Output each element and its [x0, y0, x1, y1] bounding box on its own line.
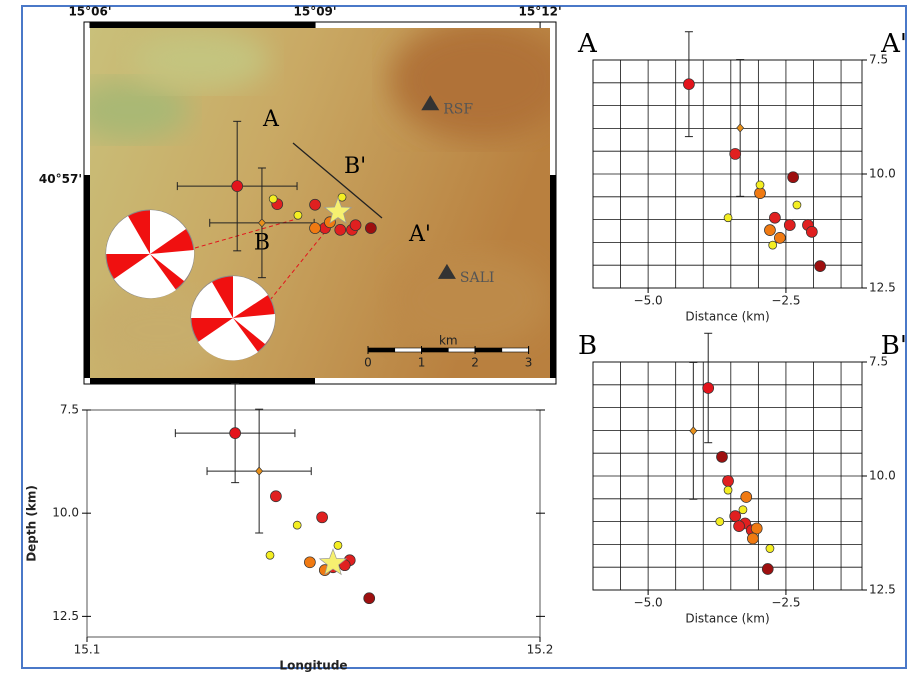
- event-marker: [683, 79, 694, 90]
- event-marker: [724, 486, 732, 494]
- event-marker: [764, 225, 775, 236]
- event-marker: [769, 212, 780, 223]
- station-label: RSF: [443, 101, 473, 117]
- topography: [70, 20, 570, 378]
- section-end-label: B: [578, 331, 597, 361]
- x-tick-label: 15°09': [294, 5, 337, 19]
- y-tick-label: 10.0: [52, 506, 79, 520]
- event-marker: [232, 181, 243, 192]
- section-end-label: B': [881, 331, 907, 361]
- map-border-segment: [90, 378, 315, 384]
- scalebar-segment: [395, 348, 422, 352]
- scalebar-tick-label: 3: [525, 356, 533, 370]
- event-marker: [784, 220, 795, 231]
- event-marker: [806, 226, 817, 237]
- x-axis-label: Distance (km): [685, 310, 769, 324]
- event-marker: [774, 232, 785, 243]
- event-marker: [293, 521, 301, 529]
- scalebar-tick-label: 0: [364, 356, 372, 370]
- x-tick-label: 15°12': [519, 5, 562, 19]
- figure: 15°06'15°09'15°12'40°57'RSFSALIAB'A'B012…: [0, 0, 920, 674]
- event-marker: [762, 564, 773, 575]
- event-marker: [769, 241, 777, 249]
- event-marker: [716, 451, 727, 462]
- event-marker: [788, 172, 799, 183]
- event-marker: [270, 491, 281, 502]
- event-marker: [364, 593, 375, 604]
- event-marker: [793, 201, 801, 209]
- x-tick-label: 15.1: [74, 643, 101, 657]
- x-tick-label: 15°06': [68, 5, 111, 19]
- scalebar-segment: [422, 348, 449, 352]
- event-marker: [766, 545, 774, 553]
- section-end-label: A': [880, 29, 907, 59]
- y-tick-label: 12.5: [869, 583, 896, 597]
- event-marker: [310, 199, 321, 210]
- event-marker: [365, 223, 376, 234]
- map-border-segment: [84, 175, 90, 378]
- y-tick-label: 10.0: [869, 469, 896, 483]
- event-marker: [734, 521, 745, 532]
- event-marker: [230, 428, 241, 439]
- event-marker: [747, 533, 758, 544]
- depth-frame: [87, 410, 540, 637]
- x-axis-label: Distance (km): [685, 612, 769, 626]
- event-marker: [334, 541, 342, 549]
- y-axis-label: Depth (km): [25, 485, 39, 562]
- y-tick-label: 12.5: [52, 609, 79, 623]
- event-marker: [294, 211, 302, 219]
- event-marker: [703, 382, 714, 393]
- y-tick-label: 40°57': [39, 172, 82, 186]
- map-border-segment: [550, 175, 556, 378]
- event-marker: [815, 261, 826, 272]
- event-marker: [741, 491, 752, 502]
- x-tick-label: −2.5: [771, 596, 800, 610]
- event-marker: [730, 511, 741, 522]
- scalebar-segment: [368, 348, 395, 352]
- event-marker: [716, 518, 724, 526]
- event-marker: [756, 181, 764, 189]
- scalebar-tick-label: 1: [418, 356, 426, 370]
- x-axis-label: Longitude: [279, 659, 347, 673]
- station-label: SALI: [460, 270, 495, 286]
- event-marker: [317, 512, 328, 523]
- x-tick-label: −5.0: [634, 596, 663, 610]
- x-tick-label: −5.0: [634, 294, 663, 308]
- y-tick-label: 10.0: [869, 167, 896, 181]
- scalebar-segment: [502, 348, 529, 352]
- event-marker: [730, 148, 741, 159]
- scalebar-tick-label: 2: [471, 356, 479, 370]
- event-marker: [335, 224, 346, 235]
- event-marker: [310, 223, 321, 234]
- x-tick-label: −2.5: [771, 294, 800, 308]
- section-label: A: [262, 107, 280, 132]
- y-tick-label: 7.5: [60, 403, 79, 417]
- event-marker: [338, 193, 346, 201]
- scalebar-segment: [475, 348, 502, 352]
- event-marker: [269, 195, 277, 203]
- event-marker: [304, 557, 315, 568]
- scalebar-label: km: [439, 334, 458, 348]
- event-marker: [724, 214, 732, 222]
- x-tick-label: 15.2: [527, 643, 554, 657]
- section-end-label: A: [577, 29, 598, 59]
- scalebar-segment: [448, 348, 475, 352]
- event-marker: [751, 523, 762, 534]
- event-marker: [755, 188, 766, 199]
- section-label: A': [408, 222, 431, 247]
- y-tick-label: 12.5: [869, 281, 896, 295]
- map-border-segment: [90, 22, 315, 28]
- event-marker: [266, 551, 274, 559]
- event-marker: [739, 506, 747, 514]
- event-marker: [350, 220, 361, 231]
- event-marker: [723, 476, 734, 487]
- section-label: B': [344, 154, 366, 179]
